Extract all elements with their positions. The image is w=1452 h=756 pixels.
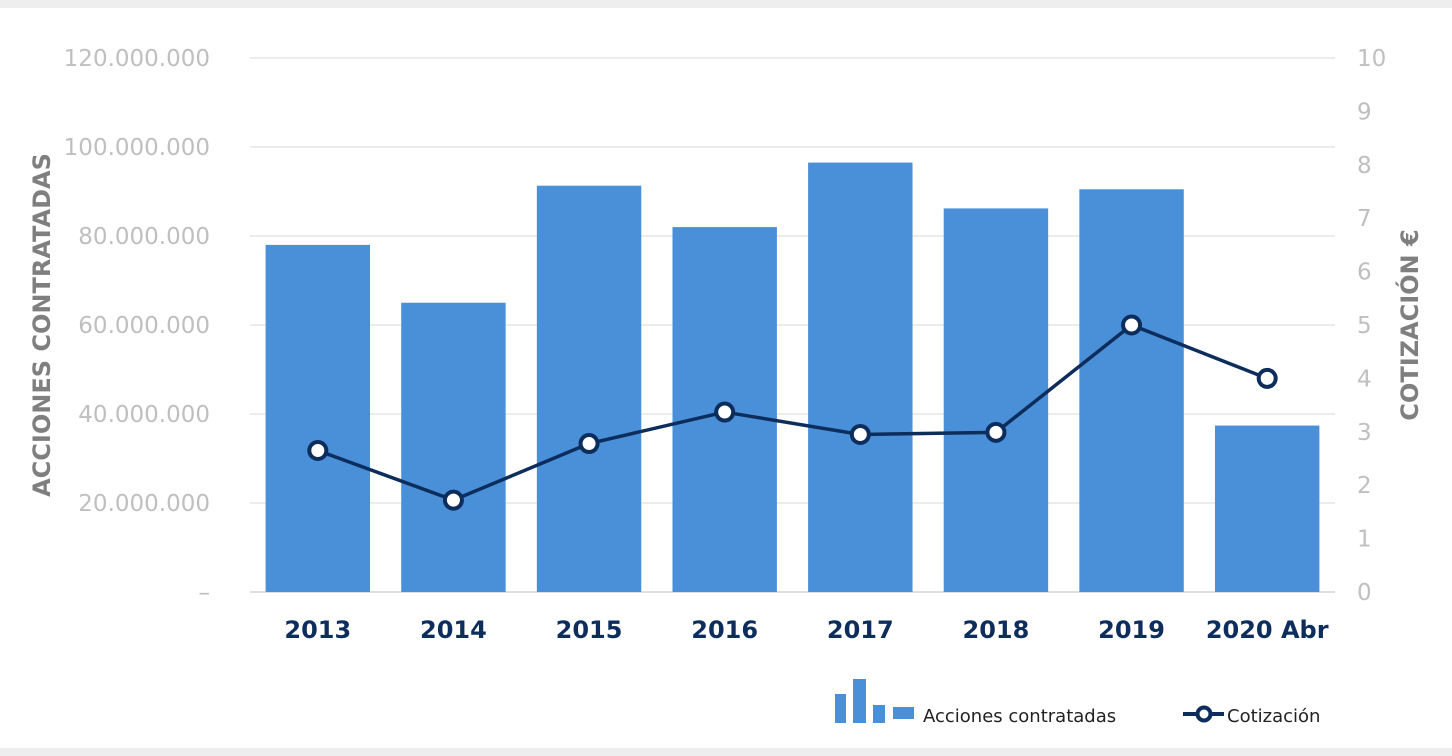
legend: Acciones contratadas Cotización xyxy=(835,679,1320,727)
line-series xyxy=(307,314,1278,511)
right-tick-label: 6 xyxy=(1357,260,1372,286)
right-tick-label: 8 xyxy=(1357,153,1372,179)
left-tick-label: – xyxy=(199,580,211,606)
x-tick-label: 2018 xyxy=(963,616,1030,644)
bar-2019 xyxy=(1079,189,1184,592)
right-tick-label: 7 xyxy=(1357,206,1372,232)
left-tick-label: 100.000.000 xyxy=(64,135,210,161)
bar-2020-abr xyxy=(1214,425,1320,592)
bar-2017 xyxy=(808,162,913,592)
right-tick-label: 2 xyxy=(1357,473,1372,499)
cotizacion-point-2018 xyxy=(985,421,1007,443)
x-tick-label: 2017 xyxy=(827,616,894,644)
cotizacion-point-2015 xyxy=(578,433,600,455)
legend-label-acciones: Acciones contratadas xyxy=(923,706,1116,727)
x-axis-ticks: 2013 2014 2015 2016 2017 2018 2019 2020 Abr xyxy=(284,616,1328,644)
bar-series xyxy=(265,162,1320,592)
cotizacion-point-2020-abr xyxy=(1256,367,1278,389)
legend-bar-icon xyxy=(835,679,914,723)
cotizacion-point-2013 xyxy=(307,439,329,461)
right-axis-ticks: 0 1 2 3 4 5 6 7 8 9 10 xyxy=(1357,46,1386,606)
bar-2014 xyxy=(401,302,506,592)
bottom-rule xyxy=(0,748,1452,756)
left-tick-label: 120.000.000 xyxy=(64,46,210,72)
x-tick-label: 2019 xyxy=(1098,616,1165,644)
cotizacion-point-2016 xyxy=(714,401,736,423)
bar-2013 xyxy=(265,244,371,592)
right-tick-label: 0 xyxy=(1357,580,1372,606)
left-tick-label: 20.000.000 xyxy=(78,491,210,517)
right-tick-label: 1 xyxy=(1357,527,1372,553)
left-tick-label: 40.000.000 xyxy=(78,402,210,428)
right-tick-label: 4 xyxy=(1357,366,1372,392)
left-axis-ticks: – 20.000.000 40.000.000 60.000.000 80.000.00… xyxy=(64,46,210,606)
cotizacion-point-2017 xyxy=(849,423,871,445)
right-tick-label: 9 xyxy=(1357,99,1372,125)
top-rule xyxy=(0,0,1452,8)
cotizacion-line xyxy=(317,323,1268,502)
bar-2018 xyxy=(943,208,1049,592)
left-tick-label: 60.000.000 xyxy=(78,313,210,339)
x-tick-label: 2015 xyxy=(556,616,623,644)
right-tick-label: 10 xyxy=(1357,46,1386,72)
cotizacion-point-2014 xyxy=(442,489,464,511)
x-tick-label: 2013 xyxy=(284,616,351,644)
right-tick-label: 3 xyxy=(1357,420,1372,446)
x-tick-label: 2016 xyxy=(691,616,758,644)
cotizacion-point-2019 xyxy=(1121,314,1143,336)
x-tick-label: 2014 xyxy=(420,616,487,644)
right-axis-title: COTIZACIÓN € xyxy=(1394,229,1424,420)
bar-2015 xyxy=(536,185,642,592)
legend-label-cotizacion: Cotización xyxy=(1227,706,1320,727)
left-axis-title: ACCIONES CONTRATADAS xyxy=(28,153,56,497)
legend-line-icon xyxy=(1183,705,1224,723)
left-tick-label: 80.000.000 xyxy=(78,224,210,250)
x-tick-label: 2020 Abr xyxy=(1206,616,1329,644)
right-tick-label: 5 xyxy=(1357,313,1372,339)
